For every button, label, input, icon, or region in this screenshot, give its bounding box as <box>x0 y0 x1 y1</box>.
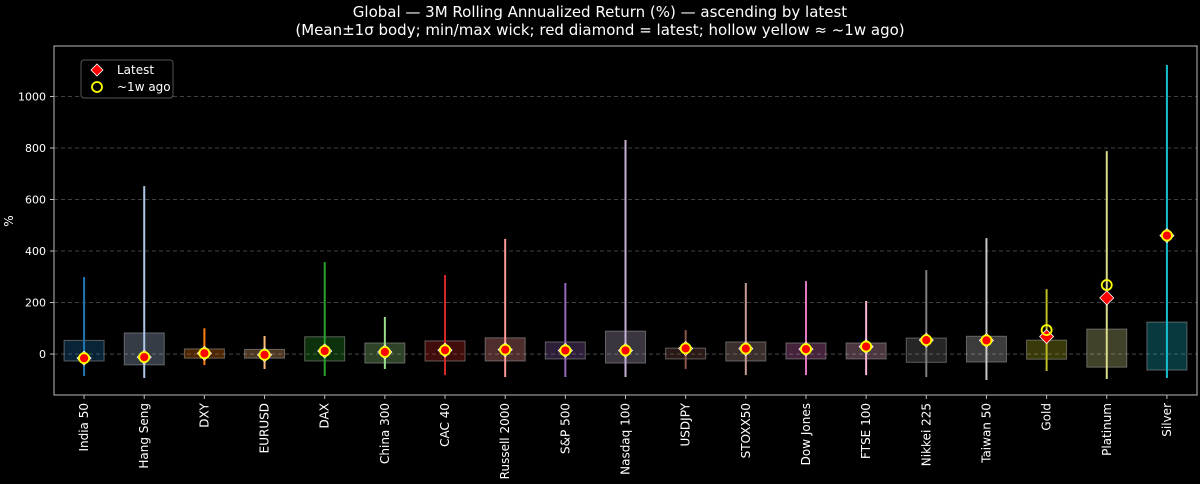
legend-latest-label: Latest <box>117 63 154 77</box>
week-ago-circle <box>198 347 211 360</box>
week-ago-circle <box>499 343 512 356</box>
x-tick-label: Gold <box>1040 403 1054 431</box>
week-ago-circle <box>138 351 151 364</box>
week-ago-circle <box>679 342 692 355</box>
week-ago-circle <box>800 343 812 356</box>
y-tick-label: 600 <box>25 194 46 207</box>
week-ago-circle <box>1161 229 1173 242</box>
candle-dow-jones <box>785 281 827 376</box>
x-tick-label: STOXX50 <box>739 403 753 458</box>
candle-silver <box>1146 65 1188 379</box>
x-tick-label: DXY <box>197 402 211 427</box>
y-tick-label: 800 <box>25 142 46 155</box>
candle-platinum <box>1086 151 1128 380</box>
candle-s-p-500 <box>544 282 586 377</box>
candle-nikkei-225 <box>905 270 947 377</box>
week-ago-circle <box>739 342 752 355</box>
y-tick-label: 400 <box>25 245 46 258</box>
candle-dax <box>304 262 346 376</box>
y-axis-label: % <box>2 215 16 226</box>
chart-subtitle: (Mean±1σ body; min/max wick; red diamond… <box>295 21 904 39</box>
candle-eurusd <box>244 336 286 369</box>
candle-dxy <box>183 328 225 366</box>
y-tick-label: 1000 <box>18 90 46 103</box>
x-tick-label: Nikkei 225 <box>919 403 933 466</box>
candle-gold <box>1026 289 1068 372</box>
y-tick-label: 200 <box>25 297 46 310</box>
candle-ftse-100 <box>845 300 887 376</box>
candle-china-300 <box>364 316 406 369</box>
latest-diamond <box>1099 290 1115 306</box>
week-ago-circle <box>78 352 90 365</box>
legend: Latest ~1w ago <box>80 59 174 99</box>
x-tick-label: FTSE 100 <box>859 403 873 459</box>
week-ago-circle <box>378 346 391 358</box>
x-tick-label: Taiwan 50 <box>979 403 993 464</box>
x-tick-label: India 50 <box>77 403 91 452</box>
legend-latest-diamond-icon <box>90 63 104 77</box>
candle-russell-2000 <box>484 238 526 377</box>
week-ago-circle <box>258 348 271 361</box>
week-ago-circle <box>980 334 993 347</box>
x-tick-label: CAC 40 <box>438 403 452 447</box>
candle-cac-40 <box>424 274 466 376</box>
x-tick-label: Hang Seng <box>137 403 151 469</box>
week-ago-circle <box>1040 324 1053 336</box>
candle-taiwan-50 <box>965 238 1007 381</box>
candle-india-50 <box>63 277 105 376</box>
x-tick-label: Russell 2000 <box>498 403 512 479</box>
week-ago-circle <box>1100 279 1113 291</box>
x-tick-label: S&P 500 <box>558 403 572 454</box>
x-tick-label: DAX <box>318 403 332 428</box>
week-ago-circle <box>860 340 873 353</box>
week-ago-circle <box>318 345 331 357</box>
y-tick-label: 0 <box>39 348 46 361</box>
week-ago-circle <box>439 344 451 357</box>
candle-stoxx50 <box>725 282 767 376</box>
x-tick-label: China 300 <box>378 403 392 464</box>
chart-title: Global — 3M Rolling Annualized Return (%… <box>353 3 848 21</box>
candle-hang-seng <box>123 186 165 379</box>
x-tick-label: Dow Jones <box>799 403 813 465</box>
x-tick-label: Silver <box>1160 403 1174 437</box>
x-tick-label: EURUSD <box>258 403 272 453</box>
candle-nasdaq-100 <box>605 140 646 377</box>
week-ago-circle <box>619 344 632 357</box>
legend-week-ago-circle-icon <box>91 81 103 93</box>
candle-usdjpy <box>665 330 707 369</box>
x-tick-label: Platinum <box>1100 403 1114 456</box>
week-ago-circle <box>920 334 933 347</box>
legend-week-ago-label: ~1w ago <box>117 80 171 94</box>
x-tick-label: Nasdaq 100 <box>619 403 633 475</box>
week-ago-circle <box>559 344 572 357</box>
x-tick-label: USDJPY <box>679 402 693 446</box>
